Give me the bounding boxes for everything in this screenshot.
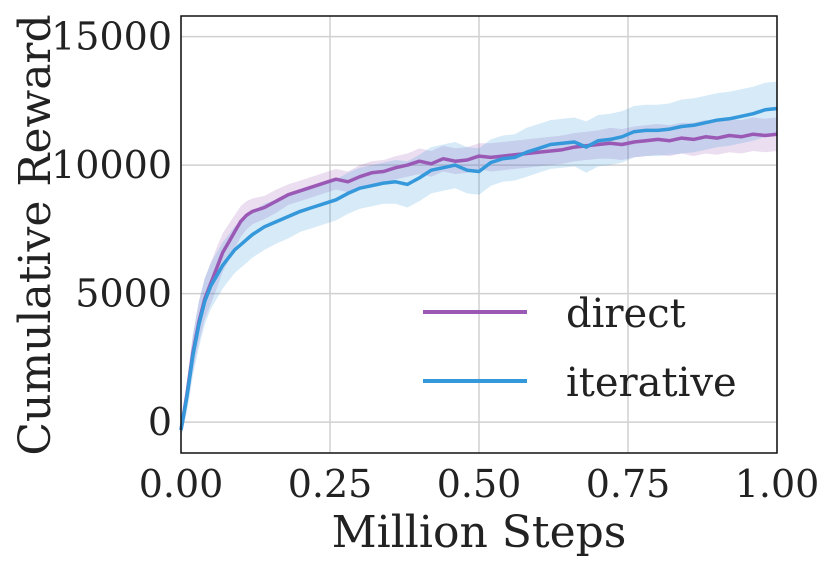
- legend-label-iterative: iterative: [566, 360, 737, 406]
- band-iterative: [181, 81, 777, 438]
- x-axis-label: Million Steps: [332, 507, 627, 558]
- confidence-bands: [181, 81, 777, 438]
- legend: direct iterative: [423, 291, 737, 406]
- x-ticks: 0.00 0.25 0.50 0.75 1.00: [139, 462, 820, 506]
- series-line-direct: [179, 132, 778, 431]
- x-tick-label: 0.50: [437, 462, 522, 506]
- series-line-iterative: [179, 106, 778, 431]
- plot-frame: [180, 15, 778, 454]
- x-tick-label: 0.25: [288, 462, 373, 506]
- legend-label-direct: direct: [566, 291, 686, 337]
- x-tick-label: 0.00: [139, 462, 224, 506]
- x-tick-label: 1.00: [735, 462, 820, 506]
- series-lines: [179, 106, 778, 431]
- y-ticks: 0 5000 10000 15000: [51, 15, 172, 445]
- y-tick-label: 15000: [51, 15, 172, 59]
- y-tick-label: 0: [148, 400, 172, 444]
- y-tick-label: 5000: [75, 272, 172, 316]
- y-tick-label: 10000: [51, 143, 172, 187]
- x-tick-label: 0.75: [586, 462, 671, 506]
- band-direct: [181, 117, 777, 438]
- y-axis-label: Cumulative Reward: [10, 14, 61, 455]
